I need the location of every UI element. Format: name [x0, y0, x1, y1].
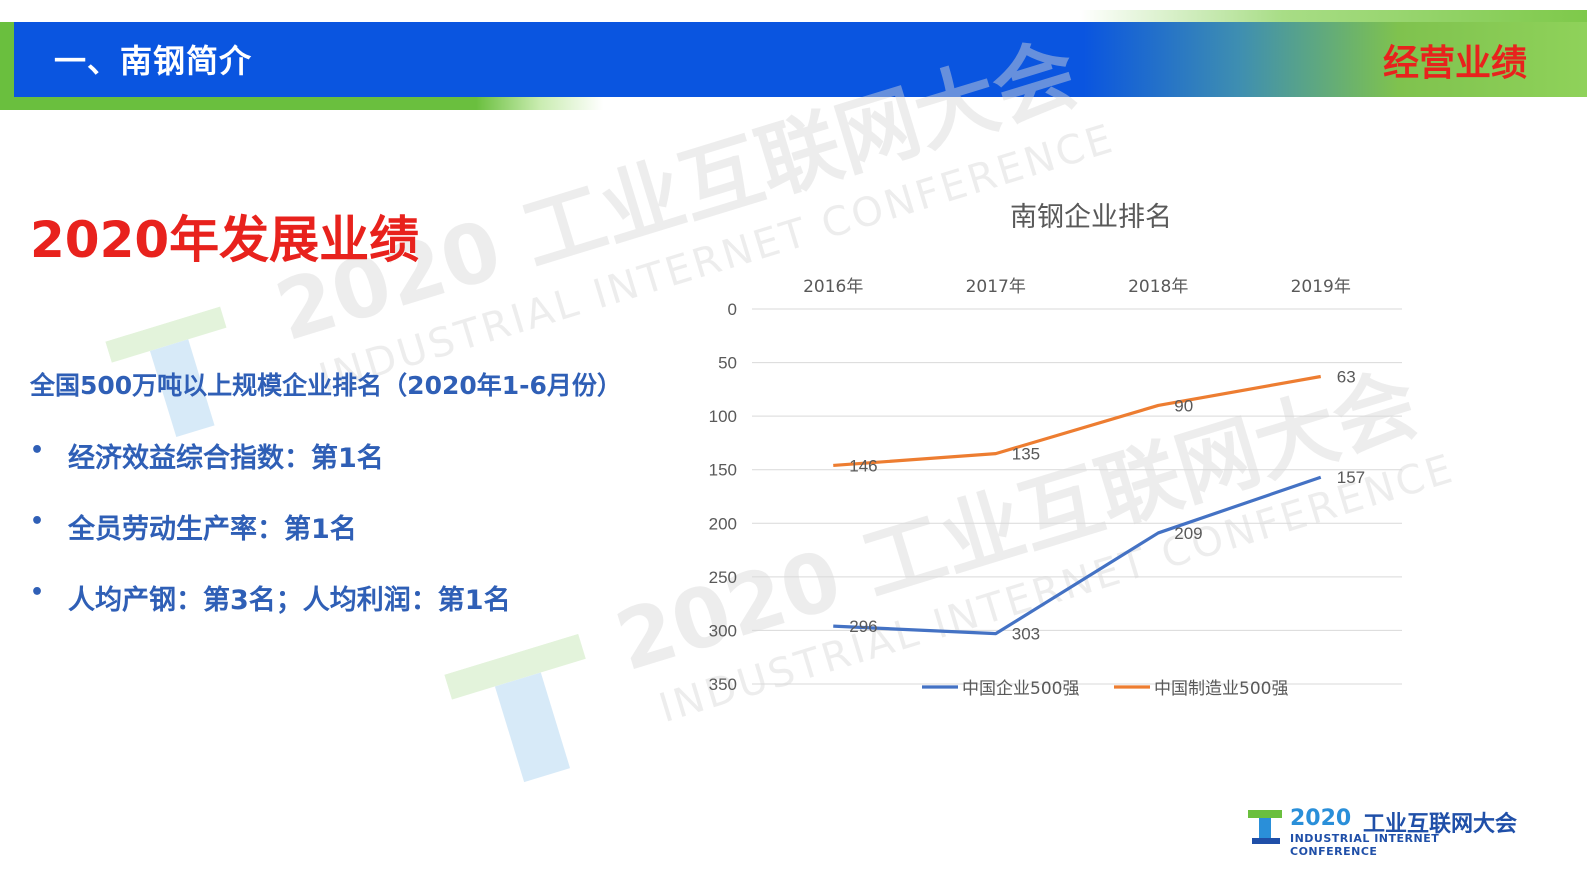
y-tick-label: 150 [709, 461, 737, 480]
performance-title: 2020年发展业绩 [30, 211, 420, 269]
y-tick-label: 200 [709, 514, 737, 533]
data-label: 209 [1174, 524, 1202, 543]
bullet-icon: • [30, 509, 45, 534]
x-tick-label: 2016年 [803, 277, 863, 297]
list-item: • 经济效益综合指数：第1名 [30, 438, 384, 474]
list-item: • 人均产钢：第3名；人均利润：第1名 [30, 580, 511, 616]
conference-logo: 2020 工业互联网大会 INDUSTRIAL INTERNET CONFERE… [1248, 806, 1518, 858]
data-label: 157 [1337, 468, 1365, 487]
watermark-logo-icon [105, 306, 227, 438]
chart-title: 南钢企业排名 [1010, 202, 1172, 233]
data-label: 135 [1012, 445, 1040, 464]
header-accent-strip [1080, 10, 1587, 24]
logo-name-cn: 工业互联网大会 [1363, 812, 1518, 837]
y-tick-label: 300 [709, 621, 737, 640]
logo-year: 2020 [1290, 806, 1352, 831]
header-bar: 一、南钢简介 经营业绩 [14, 22, 1587, 97]
ranking-subtitle: 全国500万吨以上规模企业排名（2020年1-6月份） [30, 371, 622, 400]
data-label: 146 [849, 456, 877, 475]
y-tick-label: 350 [709, 675, 737, 694]
data-label: 90 [1174, 396, 1193, 415]
performance-list: • 经济效益综合指数：第1名 • 全员劳动生产率：第1名 • 人均产钢：第3名；人均利… [30, 436, 511, 649]
section-title: 一、南钢简介 [54, 42, 253, 80]
series-line-1 [833, 475, 1322, 636]
x-tick-label: 2019年 [1291, 277, 1351, 297]
y-tick-label: 250 [709, 568, 737, 587]
y-tick-label: 100 [709, 407, 737, 426]
data-label: 303 [1012, 625, 1040, 644]
legend-label: 中国制造业500强 [1154, 679, 1288, 699]
ranking-line-chart: 0 50 100 150 200 250 300 350 2016年 2017年 2018年 2019… [709, 277, 1402, 699]
data-label: 63 [1337, 368, 1356, 387]
logo-name-en: INDUSTRIAL INTERNET CONFERENCE [1290, 832, 1440, 858]
y-tick-label: 0 [728, 300, 737, 319]
conference-logo-icon [1248, 810, 1282, 844]
data-label: 296 [849, 617, 877, 636]
x-tick-label: 2018年 [1128, 277, 1188, 297]
section-label: 经营业绩 [1382, 43, 1527, 84]
y-tick-label: 50 [718, 354, 737, 373]
bullet-icon: • [30, 580, 45, 605]
legend-label: 中国企业500强 [962, 679, 1079, 699]
list-item: • 全员劳动生产率：第1名 [30, 509, 357, 545]
bullet-icon: • [30, 438, 45, 463]
series-line-2 [833, 374, 1322, 468]
x-tick-label: 2017年 [966, 277, 1026, 297]
watermark-logo-icon-2 [444, 633, 586, 783]
